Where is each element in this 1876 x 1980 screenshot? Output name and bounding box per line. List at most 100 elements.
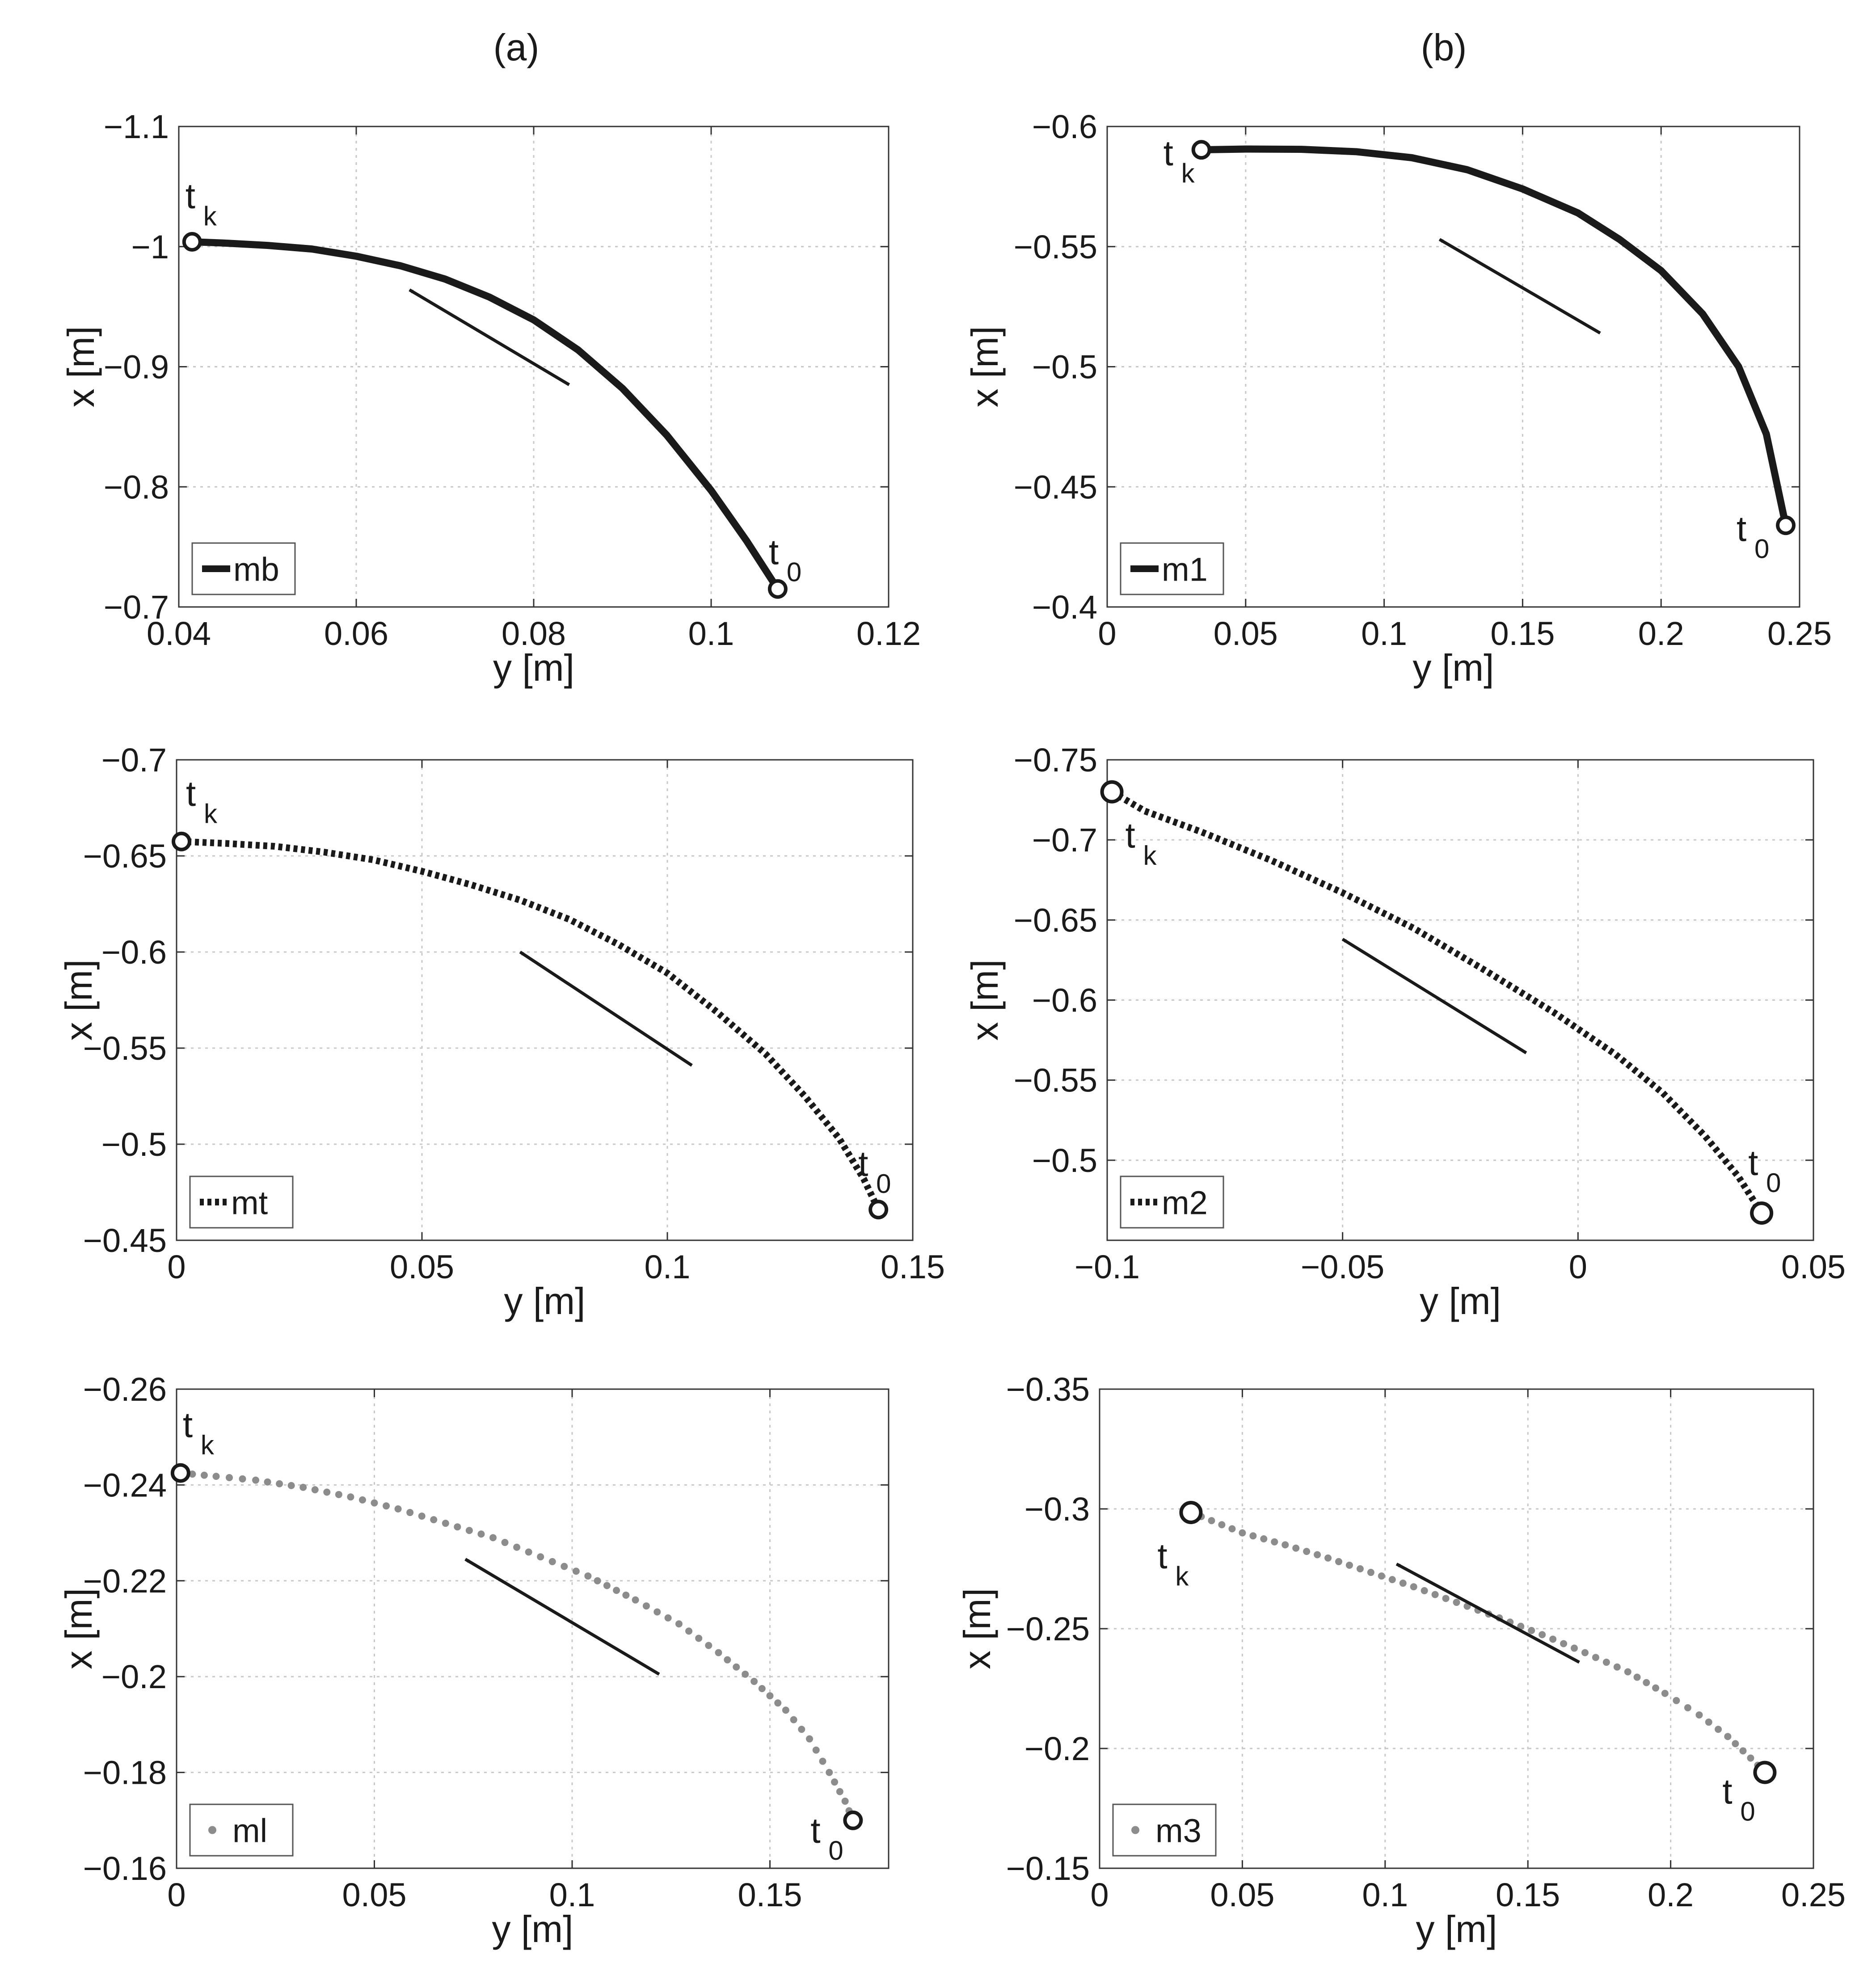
series-point-ml (831, 1778, 839, 1786)
legend-swatch (208, 1826, 216, 1834)
y-tick-label: −0.5 (1032, 349, 1097, 386)
start-marker (767, 579, 788, 599)
y-tick-label: −1.1 (104, 108, 169, 145)
x-tick-label: 0 (1090, 1876, 1109, 1913)
series-point-m3 (1592, 1654, 1599, 1661)
series-point-ml (513, 1543, 521, 1551)
start-marker (1776, 515, 1796, 535)
chart-panel-m3: 0 0.05 0.1 0.15 0.2 0.25 −0.35 −0.3 −0.25 −0.2 −0.… (956, 1371, 1846, 1950)
end-time-subscript: k (1143, 841, 1157, 871)
x-tick-label: 0.1 (645, 1248, 691, 1285)
start-marker (1750, 1201, 1774, 1225)
chart-panel-m1: 0 0.05 0.1 0.15 0.2 0.25 −0.6 −0.55 −0.5 −0.45 −0.… (964, 108, 1832, 689)
x-tick-label: 0 (167, 1248, 185, 1285)
y-tick-label: −0.55 (83, 1030, 167, 1067)
x-tick-label: 0.1 (1361, 615, 1407, 652)
series-point-ml (664, 1614, 672, 1622)
series-point-ml (632, 1596, 639, 1604)
series-point-m3 (1367, 1569, 1374, 1576)
legend-label: m3 (1155, 1812, 1201, 1849)
series-point-ml (774, 1699, 782, 1707)
end-time-subscript: k (203, 201, 217, 231)
series-point-ml (323, 1488, 331, 1496)
series-point-ml (819, 1757, 826, 1765)
series-line-mb (188, 238, 781, 593)
series-point-m3 (1581, 1649, 1589, 1656)
y-tick-label: −0.26 (83, 1371, 167, 1408)
series-point-m3 (1356, 1565, 1364, 1572)
series-point-ml (465, 1527, 473, 1534)
y-tick-label: −1 (131, 228, 169, 265)
series-point-ml (806, 1735, 813, 1743)
y-tick-label: −0.9 (104, 349, 169, 386)
x-tick-label: 0 (167, 1876, 185, 1913)
series-point-ml (653, 1608, 661, 1616)
series-point-ml (189, 1470, 196, 1478)
y-tick-label: −0.45 (83, 1222, 167, 1259)
y-tick-label: −0.25 (1006, 1610, 1090, 1647)
y-tick-label: −0.65 (1014, 902, 1097, 939)
x-tick-label: 0.05 (390, 1248, 454, 1285)
series-point-ml (212, 1473, 220, 1480)
series-point-m3 (1624, 1668, 1631, 1676)
series-point-ml (613, 1587, 620, 1594)
series-point-m3 (1378, 1572, 1385, 1580)
series-point-m3 (1303, 1548, 1311, 1555)
series-point-ml (675, 1620, 683, 1628)
direction-arrow (1395, 1563, 1580, 1664)
x-tick-label: 0 (1569, 1248, 1587, 1285)
plot-frame (178, 126, 890, 608)
series-point-m3 (1747, 1754, 1754, 1762)
x-tick-label: 0.15 (1496, 1876, 1560, 1913)
end-time-label: t (185, 176, 195, 216)
series-point-ml (622, 1591, 630, 1599)
y-tick-label: −0.8 (104, 468, 169, 506)
end-time-subscript: k (1175, 1561, 1189, 1591)
series-point-ml (406, 1509, 414, 1517)
series-point-m3 (1260, 1535, 1268, 1542)
end-time-subscript: k (204, 799, 218, 829)
y-tick-label: −0.5 (101, 1126, 167, 1163)
series-point-ml (766, 1692, 774, 1700)
series-point-m3 (1633, 1673, 1641, 1681)
series-point-m3 (1282, 1541, 1289, 1549)
start-marker (868, 1200, 889, 1220)
x-axis-label: y [m] (493, 647, 574, 689)
series-point-ml (705, 1642, 712, 1649)
x-tick-label: 0.05 (1210, 1876, 1274, 1913)
chart-panel-mb: 0.04 0.06 0.08 0.1 0.12 −1.1 −1 −0.9 −0.8 −0.7 y [… (60, 108, 921, 689)
series-line-mt (181, 838, 881, 1211)
x-tick-label: 0.1 (1362, 1876, 1408, 1913)
series-point-m3 (1431, 1591, 1439, 1598)
series-point-m3 (1345, 1561, 1353, 1569)
start-time-label: t (1722, 1772, 1732, 1811)
series-point-ml (584, 1572, 592, 1580)
series-point-m3 (1643, 1679, 1650, 1686)
series-point-ml (715, 1649, 722, 1656)
start-marker (1753, 1761, 1777, 1784)
series-point-m3 (1335, 1558, 1342, 1565)
x-axis-label: y [m] (504, 1280, 586, 1322)
x-tick-label: −0.05 (1301, 1248, 1384, 1285)
series-point-m3 (1388, 1576, 1396, 1584)
legend-box (189, 1175, 294, 1229)
series-point-ml (561, 1563, 568, 1570)
y-tick-label: −0.2 (101, 1658, 167, 1695)
direction-arrow (519, 951, 693, 1067)
series-point-m3 (1705, 1719, 1712, 1726)
x-axis-label: y [m] (492, 1908, 573, 1950)
series-point-ml (371, 1499, 378, 1507)
series-point-ml (299, 1483, 307, 1491)
series-point-m3 (1208, 1517, 1215, 1525)
y-tick-label: −0.5 (1032, 1142, 1097, 1179)
chart-panel-ml: 0 0.05 0.1 0.15 −0.26 −0.24 −0.22 −0.2 −0.18 −0.1… (58, 1371, 890, 1950)
series-point-ml (287, 1482, 295, 1489)
start-time-subscript: 0 (787, 557, 801, 587)
end-time-label: t (183, 1405, 193, 1445)
series-point-ml (264, 1478, 271, 1486)
y-axis-label: x [m] (964, 960, 1006, 1041)
y-tick-label: −0.2 (1024, 1730, 1090, 1767)
series-point-m3 (1249, 1532, 1257, 1540)
x-tick-label: 0.12 (856, 615, 921, 652)
